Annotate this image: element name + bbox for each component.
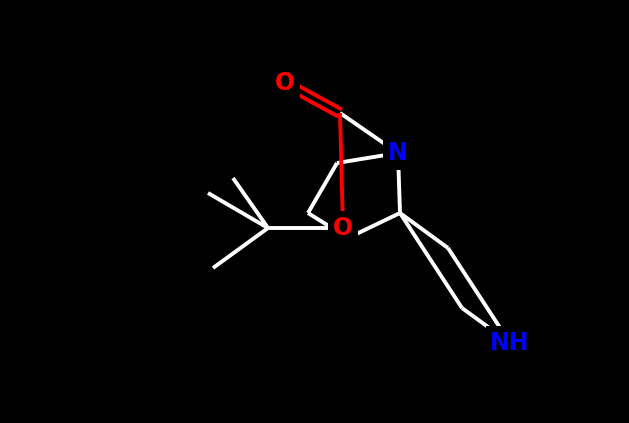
Text: NH: NH bbox=[490, 331, 530, 355]
Text: O: O bbox=[275, 71, 295, 95]
Text: N: N bbox=[388, 141, 408, 165]
Text: O: O bbox=[333, 216, 353, 240]
